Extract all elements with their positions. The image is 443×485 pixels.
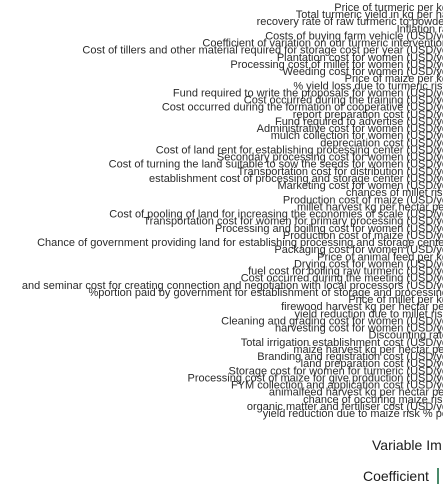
y-tick-label: fuel cost for boiling raw turmeric (USD/… (248, 266, 443, 278)
y-tick-label: Branding and registration cost (USD/ye (257, 351, 443, 363)
y-tick-label: Price of maize per kg (345, 73, 443, 85)
y-tick-label: Marketing cost for women (USD/ye (277, 180, 443, 192)
y-tick-label: Fund required to advertise (USD/ye (275, 116, 443, 128)
y-tick-label: Price of turmeric per kg (334, 2, 443, 14)
y-tick-label: establishment cost of processing and sto… (149, 173, 443, 185)
y-tick-label: %portion paid by government for establis… (88, 287, 443, 299)
y-tick-label: Weeding cost for women (USD/ye (283, 66, 443, 78)
y-tick-label: Processing cost of millet for women (USD… (230, 59, 443, 71)
y-tick-label: Cost of land rent for establishing proce… (156, 145, 443, 157)
y-tick-label: Plantation cost for women (USD/ye (277, 52, 443, 64)
y-tick-label: Storage cost for women for turmeric (USD… (229, 365, 443, 377)
y-tick-label: maize harvest kg per hectar per (293, 344, 443, 356)
y-tick-label: Transportation cost for women for primar… (143, 216, 443, 228)
y-tick-label: Cost occurred during the meeting (USD/ye (241, 273, 443, 285)
y-tick-label: Cleaning and grading cost for women (USD… (221, 315, 443, 327)
legend-title: Coefficient (363, 468, 429, 484)
y-tick-label: Chance of government providing land for … (37, 237, 443, 249)
y-tick-label: chances of millet risk (346, 187, 443, 199)
y-tick-label: Processing and boiling cost for women (U… (215, 223, 443, 235)
y-tick-label: Drying cost for women (USD/ye (294, 258, 443, 270)
y-tick-label: Administrative cost for women (USD/ye (257, 123, 443, 135)
y-tick-label: harvesting cost for women (USD/ye (275, 323, 443, 335)
y-tick-label: Cost occurred during the training (USD/y… (244, 95, 443, 107)
y-tick-label: firewood harvest kg per hectar per (281, 301, 443, 313)
y-tick-label: Secondary processing cost for women (USD… (217, 152, 443, 164)
y-tick-label: FYM collection and application cost (USD… (231, 380, 443, 392)
y-tick-label: and seminar cost for creating connection… (22, 280, 443, 292)
legend-key (437, 468, 439, 484)
y-tick-label: chance of occuring maize risk (303, 394, 443, 406)
y-tick-label: recovery rate of raw turmeric to powder (257, 16, 443, 28)
y-tick-label: millet harvest kg per hectar per (297, 201, 443, 213)
y-tick-label: Production cost of maize (USD/ye (283, 194, 443, 206)
y-tick-label: % yield loss due to turmeric risk (293, 80, 443, 92)
y-tick-label: Cost of turning the land suitable to sow… (109, 159, 443, 171)
y-tick-label: Cost of tillers and other material requi… (82, 45, 443, 57)
y-tick-label: Packaging cost for women (USD/ye (274, 244, 443, 256)
y-tick-label: Price of millet per kg (348, 294, 443, 306)
y-tick-label: Discounting rate (369, 330, 443, 342)
y-tick-label: animalfeed harvest kg per hectar per (269, 387, 443, 399)
y-tick-label: Total turmeric yield in kg per ha (296, 9, 443, 21)
y-tick-label: Cost of pooling of land for increasing t… (109, 209, 443, 221)
y-tick-label: Cost occurred during the formation of co… (162, 102, 443, 114)
y-tick-label: Coefficient of variation on our turmeric… (202, 38, 443, 50)
y-tick-label: mulch collection for women (USD/ye (271, 130, 443, 142)
y-tick-label: yield reduction due to maize risk % pe (263, 408, 443, 420)
y-tick-label: Price of animal feed per kg (317, 251, 443, 263)
x-axis-title: Variable Im (372, 437, 442, 453)
y-tick-label: organic matter and fertiliser cost (USD/… (247, 401, 443, 413)
y-tick-label: land preparation cost (USD/ye (301, 358, 443, 370)
y-tick-label: Costs of buying farm vehicle (USD/ye (265, 31, 443, 43)
y-tick-label: Fund required to write the proposals for… (173, 88, 443, 100)
y-tick-label: depreciation cost (USD/ye (320, 137, 443, 149)
y-tick-label: Processing cost of maize for give produc… (188, 372, 443, 384)
y-tick-label: Production cost of maize (USD/ye (283, 230, 443, 242)
y-tick-label: Transportation cost for distribution (US… (237, 166, 443, 178)
y-tick-label: Total irrigation establishment cost (USD… (241, 337, 443, 349)
y-tick-label: report preparation cost (USD/ye (293, 109, 443, 121)
y-tick-label: yield reduction due to millet risk (295, 308, 443, 320)
y-tick-label: Inflation ra (397, 23, 443, 35)
